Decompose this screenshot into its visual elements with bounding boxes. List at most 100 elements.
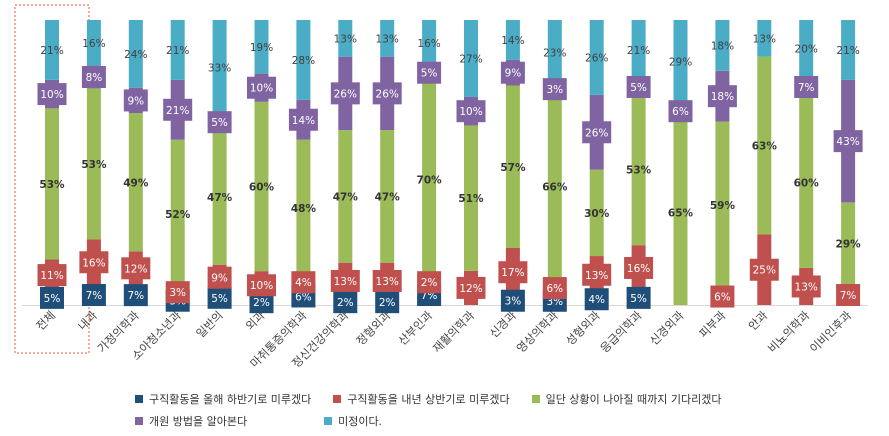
bar-segment <box>589 20 604 95</box>
data-label: 17% <box>501 267 524 279</box>
data-label-box <box>81 284 106 307</box>
bar-segment <box>464 125 478 271</box>
data-label: 65% <box>668 207 694 219</box>
data-label-box <box>330 270 360 293</box>
data-label: 12% <box>124 263 147 275</box>
data-label-box <box>372 82 402 105</box>
bar-segment <box>589 169 604 257</box>
data-label: 21% <box>166 45 189 57</box>
bar-segment <box>841 202 856 286</box>
data-label: 47% <box>375 191 401 203</box>
data-label: 60% <box>249 181 275 193</box>
data-label-box <box>288 108 318 131</box>
data-label: 6% <box>714 292 731 304</box>
data-label-box <box>291 271 316 294</box>
data-label: 48% <box>291 203 317 215</box>
data-label: 57% <box>500 162 526 174</box>
data-label-box <box>417 61 442 84</box>
legend-item-delay-this-year: 구직활동을 올해 하반기로 미루겠다 <box>135 391 311 407</box>
data-label: 6% <box>672 106 689 118</box>
data-label: 28% <box>292 55 315 67</box>
data-label: 27% <box>459 53 482 65</box>
category-label: 성형외과 <box>563 308 603 348</box>
data-label: 20% <box>795 44 818 56</box>
data-label-box <box>207 266 232 289</box>
data-label: 21% <box>627 45 650 57</box>
bar-segment <box>380 20 395 57</box>
bar-segment <box>673 20 688 103</box>
data-label: 29% <box>669 56 692 68</box>
data-label: 10% <box>250 280 273 292</box>
data-label: 13% <box>585 270 608 282</box>
bar-segment <box>505 20 520 60</box>
legend-label: 구직활동을 올해 하반기로 미루겠다 <box>149 393 312 406</box>
category-label: 산부인과 <box>395 308 435 348</box>
data-label-box <box>247 274 276 297</box>
data-label: 47% <box>333 191 359 203</box>
data-label: 2% <box>379 297 396 309</box>
data-label: 11% <box>40 270 63 282</box>
data-label: 24% <box>124 49 147 61</box>
data-label-box <box>37 83 67 106</box>
legend-label: 미정이다. <box>338 415 383 428</box>
legend-swatch <box>324 417 333 425</box>
data-label: 63% <box>752 141 778 153</box>
data-label-box <box>249 291 274 314</box>
bar-segment <box>547 93 562 280</box>
bar-segment <box>170 20 185 80</box>
data-label-box <box>498 261 528 284</box>
data-label: 21% <box>40 45 63 57</box>
category-label: 신경과 <box>487 308 520 341</box>
data-label: 2% <box>421 277 438 289</box>
bar-segment <box>799 96 814 268</box>
bar-segment <box>128 20 143 88</box>
legend-swatch <box>333 395 342 403</box>
data-label-box <box>375 291 400 314</box>
data-label: 6% <box>295 291 312 303</box>
data-label-box <box>794 75 819 98</box>
data-label: 4% <box>588 294 605 306</box>
data-label: 14% <box>292 115 315 127</box>
data-label: 7% <box>798 82 815 94</box>
data-label: 23% <box>543 47 566 59</box>
data-label: 19% <box>250 42 273 54</box>
bar-segment <box>45 108 59 260</box>
data-label: 16% <box>417 38 440 50</box>
data-label: 16% <box>82 38 105 50</box>
data-label: 30% <box>584 208 610 220</box>
data-label: 5% <box>44 293 61 305</box>
bar-segment <box>128 113 143 252</box>
data-label: 26% <box>334 88 357 100</box>
data-label: 7% <box>86 290 103 302</box>
category-label: 일반의 <box>193 308 225 340</box>
bar-segment <box>296 139 311 277</box>
bar-segment <box>631 20 646 80</box>
data-label: 16% <box>82 257 105 269</box>
data-label-box <box>584 288 609 311</box>
data-label: 5% <box>211 117 228 129</box>
category-label: 영상의학과 <box>514 308 562 356</box>
data-label-box <box>81 66 106 88</box>
bar-segment <box>338 20 353 57</box>
category-label: 피부과 <box>696 308 729 341</box>
data-label: 33% <box>208 63 231 75</box>
data-label-box <box>749 258 779 281</box>
category-label: 이비인후과 <box>807 308 855 356</box>
data-label: 13% <box>753 33 776 45</box>
data-label-box <box>372 270 402 293</box>
data-label-box <box>207 286 232 309</box>
data-label-box <box>417 271 442 294</box>
data-label: 10% <box>40 89 63 101</box>
legend-label: 구직활동을 내년 상반기로 미루겠다 <box>347 393 510 406</box>
legend-label: 개원 방법을 알아본다 <box>149 415 248 428</box>
data-label: 52% <box>165 209 191 221</box>
bar-segment <box>505 85 520 248</box>
data-label-box <box>333 291 358 314</box>
legend-item-wait: 일단 상황이 나아질 때까지 기다리겠다 <box>531 391 722 407</box>
data-label: 26% <box>376 88 399 100</box>
data-label: 47% <box>207 192 233 204</box>
data-label: 53% <box>39 179 65 191</box>
data-label-box <box>707 85 737 108</box>
data-label: 53% <box>81 159 107 171</box>
